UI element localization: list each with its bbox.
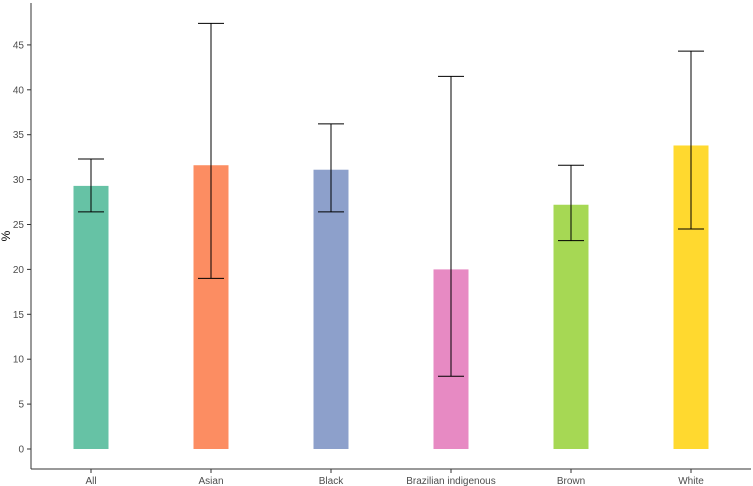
x-tick-label: Black <box>319 476 344 486</box>
x-tick-label: All <box>85 476 96 486</box>
bar-2 <box>313 169 349 450</box>
y-tick-label: 5 <box>18 400 24 411</box>
x-axis-ticks: All Asian Black Brazilian indigenous Brown Wh… <box>85 469 704 486</box>
y-tick-label: 20 <box>13 265 25 276</box>
y-tick-label: 10 <box>13 355 25 366</box>
error-bars-layer <box>78 22 704 377</box>
x-tick-label: Brown <box>557 476 585 486</box>
x-tick-label: Asian <box>198 476 223 486</box>
y-tick-label: 0 <box>18 445 24 456</box>
y-axis-ticks: 0 5 10 15 20 25 30 35 40 45 <box>13 40 31 456</box>
y-tick-label: 35 <box>13 130 25 141</box>
y-tick-label: 25 <box>13 220 25 231</box>
y-tick-label: 15 <box>13 310 25 321</box>
bars-layer <box>73 145 709 450</box>
y-tick-label: 40 <box>13 85 25 96</box>
x-tick-label: Brazilian indigenous <box>406 476 496 486</box>
bar-4 <box>553 204 589 449</box>
y-axis-title: % <box>0 230 13 241</box>
x-tick-label: White <box>678 476 704 486</box>
bar-0 <box>73 185 109 450</box>
y-tick-label: 45 <box>13 40 25 51</box>
y-tick-label: 30 <box>13 175 25 186</box>
